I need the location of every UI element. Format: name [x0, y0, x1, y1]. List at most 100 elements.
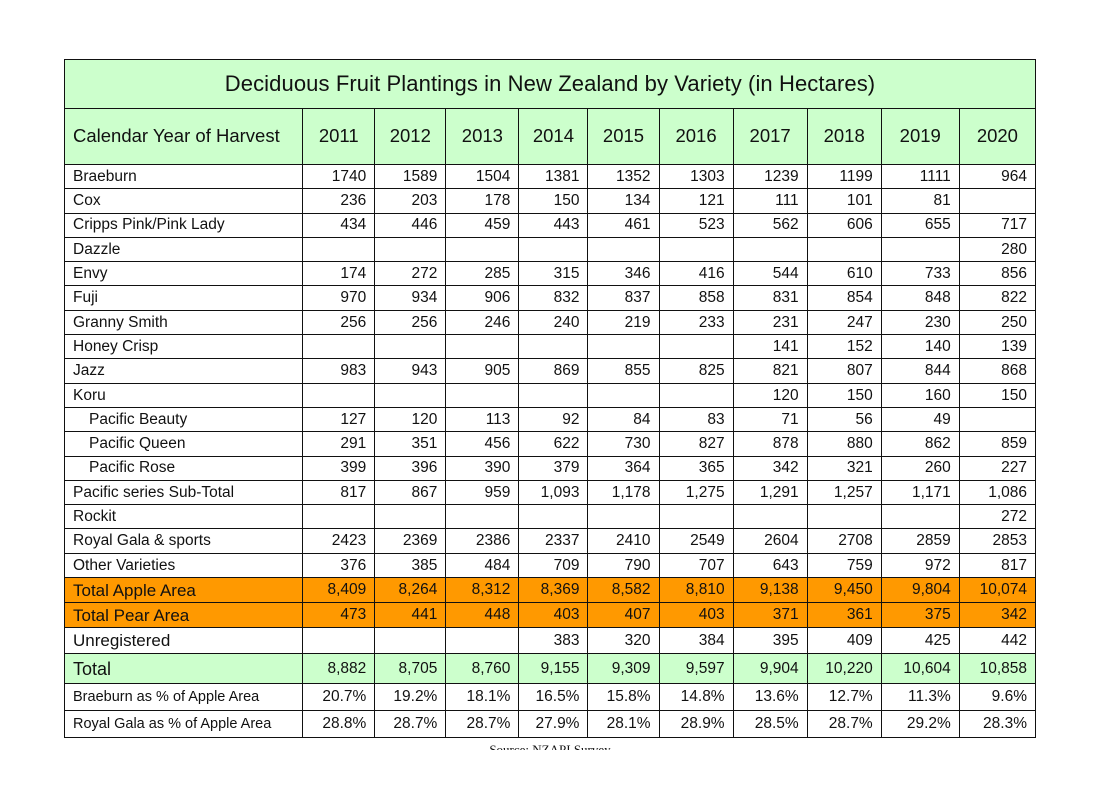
table-row: Other Varieties 376 385 484 709 790 707 643 759 9… [63, 552, 1037, 579]
table-cell [658, 382, 734, 408]
table-row: Total 8,882 8,705 8,760 9,155 9,309 9,597 9,904… [63, 653, 1037, 685]
table-cell: 315 [518, 261, 589, 287]
table-cell [587, 334, 660, 360]
table-cell [806, 236, 882, 263]
table-cell: 425 [880, 627, 960, 655]
table-cell: 2369 [374, 528, 447, 554]
row-label: Pacific Rose [63, 455, 304, 481]
table-cell: 717 [958, 212, 1037, 238]
table-cell: 139 [958, 334, 1037, 360]
table-cell: 1352 [587, 163, 660, 190]
table-cell: 120 [374, 406, 447, 433]
table-cell: 970 [302, 285, 376, 311]
table-cell: 709 [518, 552, 589, 579]
table-row: Envy 174 272 285 315 346 416 544 610 733 856 [63, 261, 1037, 287]
table-row: Pacific Queen 291 351 456 622 730 827 878 880 862… [63, 431, 1037, 457]
table-cell: 523 [658, 212, 734, 238]
table-cell [445, 382, 520, 408]
column-header-2019: 2019 [880, 108, 960, 165]
row-label: Pacific Beauty [63, 406, 304, 433]
table-cell [302, 236, 376, 263]
table-cell: 12.7% [806, 683, 882, 712]
table-cell: 8,810 [658, 577, 734, 604]
table-cell [374, 504, 447, 530]
row-label: Cripps Pink/Pink Lady [63, 212, 304, 238]
table-row: Pacific series Sub-Total 817 867 959 1,093 1,… [63, 479, 1037, 506]
table-cell: 868 [958, 358, 1037, 384]
table-cell: 1,086 [958, 479, 1037, 506]
table-cell: 8,312 [445, 577, 520, 604]
table-cell: 49 [880, 406, 960, 433]
table-cell: 862 [880, 431, 960, 457]
table-cell: 14.8% [658, 683, 734, 712]
table-cell: 272 [958, 504, 1037, 530]
table-cell: 28.7% [374, 710, 447, 739]
table-cell: 342 [958, 602, 1037, 629]
table-cell [445, 627, 520, 655]
table-row: Total Pear Area 473 441 448 403 407 403 371 361 3… [63, 602, 1037, 629]
table-cell [732, 236, 808, 263]
table-cell: 219 [587, 309, 660, 336]
row-label: Total Pear Area [63, 602, 304, 629]
table-cell: 83 [658, 406, 734, 433]
table-cell [374, 627, 447, 655]
table-row: Royal Gala & sports 2423 2369 2386 2337 2410 2… [63, 528, 1037, 554]
column-header-2014: 2014 [518, 108, 589, 165]
table-cell: 544 [732, 261, 808, 287]
table-cell: 384 [658, 627, 734, 655]
table-cell: 365 [658, 455, 734, 481]
table-cell: 247 [806, 309, 882, 336]
table-row: Pacific Beauty 127 120 113 92 84 83 71 56 49 [63, 406, 1037, 433]
row-label: Honey Crisp [63, 334, 304, 360]
table-cell: 643 [732, 552, 808, 579]
table-cell: 8,882 [302, 653, 376, 685]
row-label: Royal Gala as % of Apple Area [63, 710, 304, 739]
table-cell: 9,904 [732, 653, 808, 685]
row-label: Envy [63, 261, 304, 287]
table-cell: 1111 [880, 163, 960, 190]
table-cell: 403 [658, 602, 734, 629]
table-cell: 9,804 [880, 577, 960, 604]
table-cell: 16.5% [518, 683, 589, 712]
table-cell: 28.5% [732, 710, 808, 739]
table-cell: 858 [658, 285, 734, 311]
table-cell: 361 [806, 602, 882, 629]
table-cell: 906 [445, 285, 520, 311]
row-label: Pacific Queen [63, 431, 304, 457]
table-cell: 983 [302, 358, 376, 384]
table-cell: 867 [374, 479, 447, 506]
table-cell: 233 [658, 309, 734, 336]
table-cell: 256 [374, 309, 447, 336]
table-cell: 790 [587, 552, 660, 579]
source-note: Source: NZAPI Survey [489, 742, 611, 750]
table-cell: 291 [302, 431, 376, 457]
table-cell: 10,604 [880, 653, 960, 685]
column-header-2016: 2016 [658, 108, 734, 165]
table-cell: 81 [880, 188, 960, 214]
table-cell: 403 [518, 602, 589, 629]
table-cell: 342 [732, 455, 808, 481]
table-cell: 10,074 [958, 577, 1037, 604]
table-cell: 141 [732, 334, 808, 360]
table-cell: 9,309 [587, 653, 660, 685]
table-cell: 2604 [732, 528, 808, 554]
row-label: Granny Smith [63, 309, 304, 336]
table-cell: 1,291 [732, 479, 808, 506]
table-cell: 9.6% [958, 683, 1037, 712]
column-header-2013: 2013 [445, 108, 520, 165]
table-cell: 152 [806, 334, 882, 360]
table-cell: 113 [445, 406, 520, 433]
column-header-2017: 2017 [732, 108, 808, 165]
table-cell [658, 236, 734, 263]
table-row: Koru 120 150 160 150 [63, 382, 1037, 408]
table-cell [587, 382, 660, 408]
table-cell: 8,369 [518, 577, 589, 604]
table-cell: 396 [374, 455, 447, 481]
table-row: Cripps Pink/Pink Lady 434 446 459 443 461 523 5… [63, 212, 1037, 238]
table-cell [806, 504, 882, 530]
table-row: Granny Smith 256 256 246 240 219 233 231 247 230 2… [63, 309, 1037, 336]
table-row: Jazz 983 943 905 869 855 825 821 807 844 868 [63, 358, 1037, 384]
table-cell: 854 [806, 285, 882, 311]
table-cell [958, 406, 1037, 433]
table-cell: 832 [518, 285, 589, 311]
